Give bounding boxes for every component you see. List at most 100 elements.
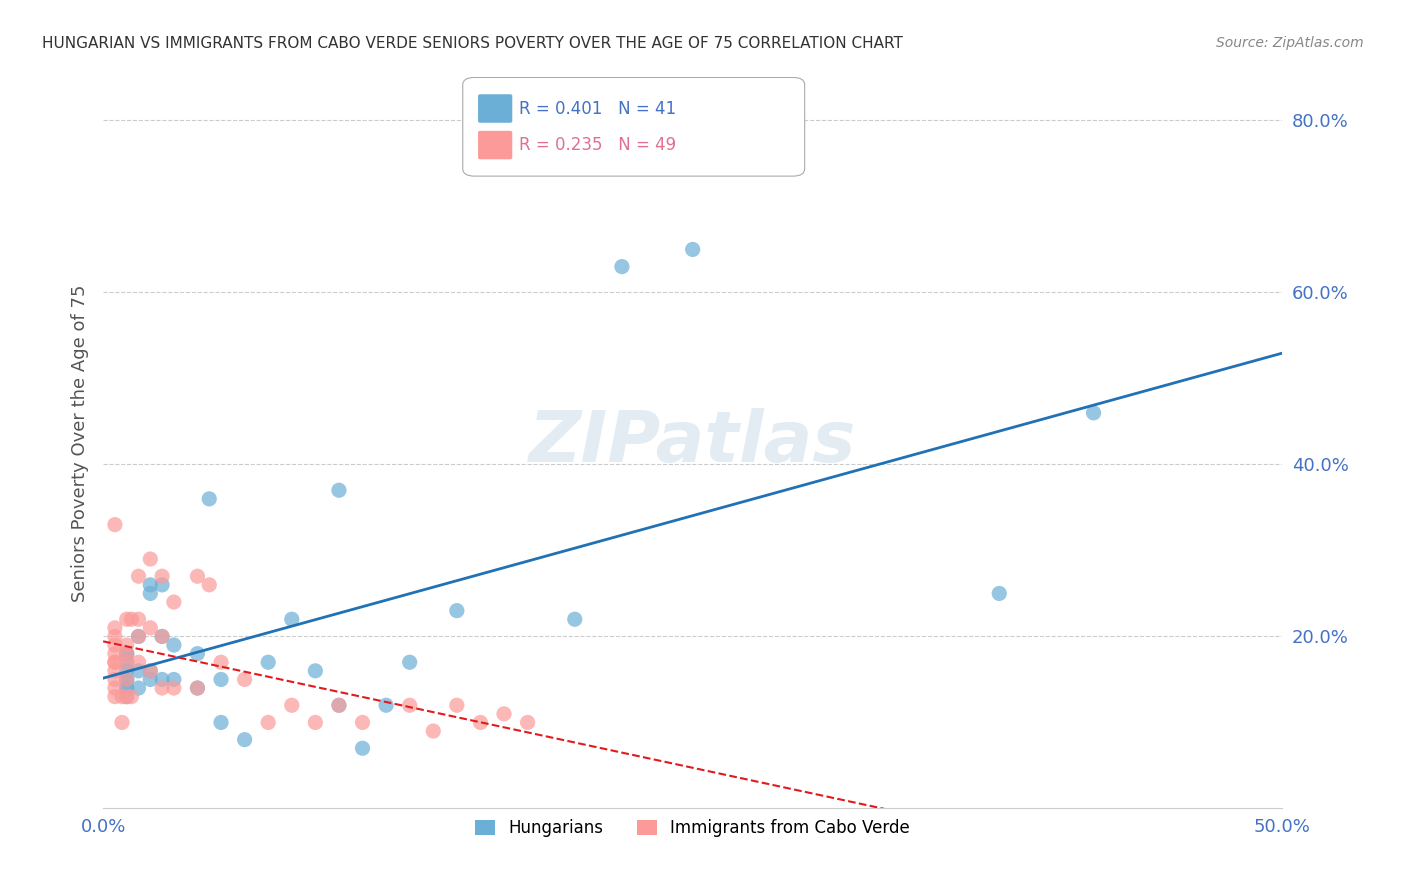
Point [150, 569, 173, 583]
Point [104, 664, 127, 678]
Point [198, 491, 221, 506]
Point [198, 578, 221, 592]
FancyBboxPatch shape [463, 78, 804, 176]
Point [281, 612, 304, 626]
Point [104, 630, 127, 644]
Point [1083, 406, 1105, 420]
Point [281, 698, 304, 713]
Point [104, 647, 127, 661]
Point [233, 732, 256, 747]
Point [115, 647, 138, 661]
Point [352, 741, 374, 756]
Point [186, 681, 208, 695]
Point [128, 612, 150, 626]
Point [139, 664, 162, 678]
Point [120, 690, 142, 704]
Point [111, 690, 134, 704]
Point [128, 681, 150, 695]
Point [115, 647, 138, 661]
Point [186, 569, 208, 583]
Point [352, 715, 374, 730]
Point [104, 655, 127, 669]
Point [446, 604, 468, 618]
Point [564, 612, 586, 626]
Point [470, 715, 492, 730]
Point [115, 638, 138, 652]
Point [150, 630, 173, 644]
Point [163, 681, 186, 695]
Text: ZIPatlas: ZIPatlas [529, 409, 856, 477]
Text: R = 0.401   N = 41: R = 0.401 N = 41 [519, 100, 676, 118]
Point [150, 578, 173, 592]
Point [115, 647, 138, 661]
Point [233, 673, 256, 687]
Point [139, 552, 162, 566]
Point [115, 673, 138, 687]
Point [328, 698, 350, 713]
Point [115, 681, 138, 695]
Point [446, 698, 468, 713]
Point [104, 681, 127, 695]
Point [104, 621, 127, 635]
Point [150, 673, 173, 687]
Point [128, 655, 150, 669]
Point [328, 483, 350, 498]
Point [186, 647, 208, 661]
Text: HUNGARIAN VS IMMIGRANTS FROM CABO VERDE SENIORS POVERTY OVER THE AGE OF 75 CORRE: HUNGARIAN VS IMMIGRANTS FROM CABO VERDE … [42, 36, 903, 51]
Point [398, 698, 420, 713]
Point [115, 673, 138, 687]
Point [104, 517, 127, 532]
Point [163, 673, 186, 687]
Point [186, 681, 208, 695]
Point [375, 698, 398, 713]
Point [128, 569, 150, 583]
Legend: Hungarians, Immigrants from Cabo Verde: Hungarians, Immigrants from Cabo Verde [468, 813, 917, 844]
Point [163, 595, 186, 609]
Point [115, 612, 138, 626]
Point [209, 715, 232, 730]
Point [139, 673, 162, 687]
Point [139, 578, 162, 592]
Point [115, 664, 138, 678]
Point [304, 664, 326, 678]
Point [209, 673, 232, 687]
Point [516, 715, 538, 730]
Point [115, 681, 138, 695]
Point [610, 260, 633, 274]
Point [115, 690, 138, 704]
Point [304, 715, 326, 730]
Point [257, 655, 280, 669]
Point [115, 690, 138, 704]
Point [104, 655, 127, 669]
Point [120, 612, 142, 626]
Point [257, 715, 280, 730]
Point [328, 698, 350, 713]
Point [209, 655, 232, 669]
Point [492, 706, 515, 721]
Point [398, 655, 420, 669]
Point [150, 630, 173, 644]
Point [139, 586, 162, 600]
Text: Source: ZipAtlas.com: Source: ZipAtlas.com [1216, 36, 1364, 50]
Point [682, 243, 704, 257]
Point [128, 630, 150, 644]
Point [163, 638, 186, 652]
Point [128, 630, 150, 644]
FancyBboxPatch shape [478, 131, 512, 160]
Point [988, 586, 1011, 600]
Point [115, 655, 138, 669]
Point [150, 681, 173, 695]
Y-axis label: Seniors Poverty Over the Age of 75: Seniors Poverty Over the Age of 75 [72, 285, 89, 602]
Point [115, 673, 138, 687]
Point [139, 664, 162, 678]
Text: R = 0.235   N = 49: R = 0.235 N = 49 [519, 136, 676, 154]
Point [128, 664, 150, 678]
FancyBboxPatch shape [478, 95, 512, 123]
Point [422, 724, 444, 739]
Point [111, 715, 134, 730]
Point [104, 673, 127, 687]
Point [104, 690, 127, 704]
Point [115, 655, 138, 669]
Point [104, 638, 127, 652]
Point [139, 621, 162, 635]
